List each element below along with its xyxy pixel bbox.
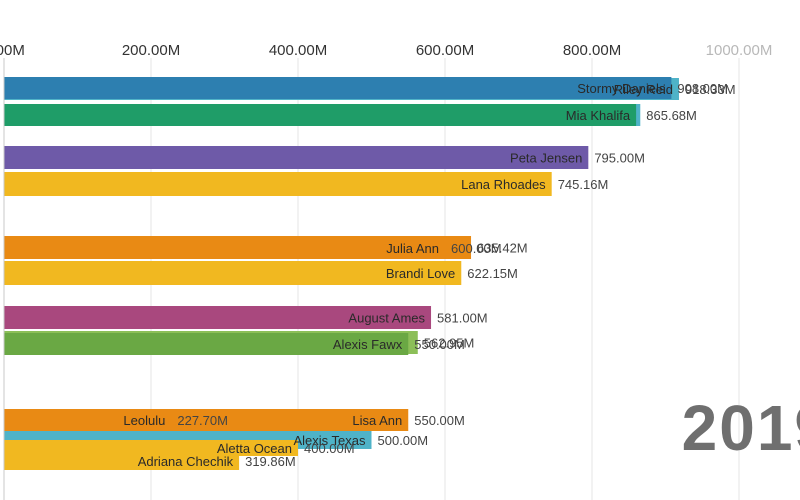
bar [4,238,445,258]
bar [4,104,637,126]
x-tick-label: 600.00M [416,42,474,59]
bar [4,77,672,99]
bar-value-label: 550.00M [414,337,465,352]
bar [4,172,552,196]
bar-value-label: 745.16M [558,177,609,192]
bar-name-label: Adriana Chechik [138,454,234,469]
bar-value-label: 500.00M [378,433,429,448]
bar-value-label: 562.95M [424,336,475,351]
bar-value-label: 908.00M [677,81,728,96]
year-label: 2019 [681,392,800,464]
bar-value-label: 581.00M [437,311,488,326]
bar-name-label: Lisa Ann [352,413,402,428]
bar-value-label: 400.00M [304,441,355,456]
bar-value-label: 319.86M [245,454,296,469]
x-tick-label: 200.00M [122,42,180,59]
bar-name-label: Aletta Ocean [217,441,292,456]
x-tick-label: 800.00M [563,42,621,59]
bar-name-label: Peta Jensen [510,151,582,166]
bar [4,261,462,285]
bar-value-label: 918.33M [685,82,736,97]
bar-name-label: Brandi Love [386,266,455,281]
bar-name-label: Stormy Daniels [577,81,666,96]
bar-value-label: 865.68M [646,108,697,123]
x-tick-label: 0.00M [0,42,25,59]
bar-value-label: 600.00M [451,241,502,256]
bar [4,146,589,169]
bar-value-label: 795.00M [594,151,645,166]
bar [4,333,409,355]
bar-value-label: 550.00M [414,413,465,428]
bar-name-label: Riley Reid [614,82,673,97]
bar [4,409,409,431]
bar-name-label: Alexis Texas [293,433,366,448]
bar-name-label: Lana Rhoades [461,177,546,192]
bar-name-label: Leolulu [123,413,165,428]
bar-value-label: 227.70M [177,413,228,428]
bar-name-label: Julia Ann [386,241,439,256]
bar-name-label: Alexis Fawx [333,337,403,352]
bar-name-label: Mia Khalifa [566,108,631,123]
x-tick-label: 1000.00M [706,42,773,59]
x-tick-label: 400.00M [269,42,327,59]
bar-value-label: 635.42M [477,241,528,256]
bar [4,306,432,329]
bar-value-label: 622.15M [467,266,518,281]
bar-name-label: August Ames [348,311,425,326]
bar [4,452,240,470]
